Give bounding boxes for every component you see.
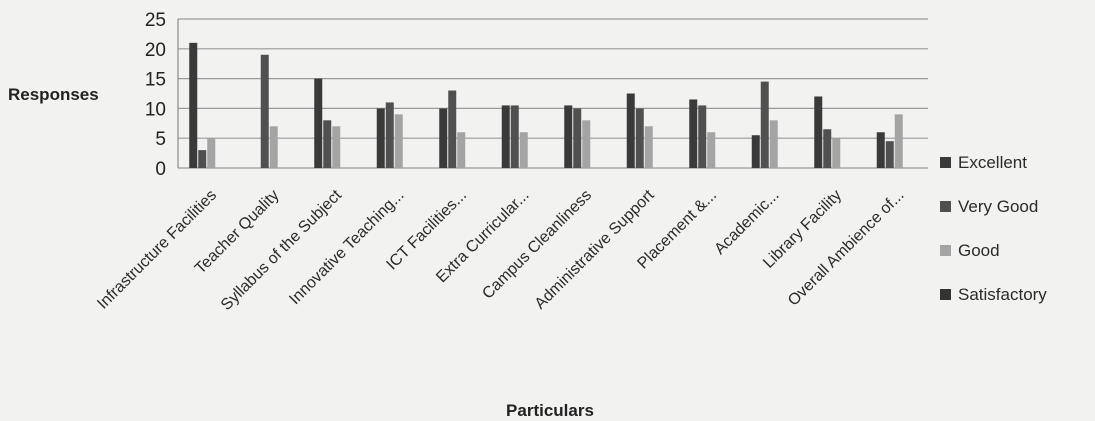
bar	[439, 108, 448, 168]
legend: Excellent Very Good Good Satisfactory	[940, 153, 1047, 304]
bar	[207, 138, 216, 168]
bar	[519, 132, 528, 168]
bar	[260, 54, 269, 169]
bar	[760, 81, 769, 168]
bar	[832, 138, 841, 168]
legend-label: Excellent	[958, 153, 1027, 172]
bar	[751, 135, 760, 168]
bar	[573, 108, 582, 168]
legend-label: Good	[958, 241, 1000, 260]
x-category-label: Campus Cleanliness	[479, 187, 595, 303]
bar	[189, 42, 198, 169]
grid-lines	[177, 18, 928, 169]
legend-swatch	[940, 245, 951, 256]
bar	[457, 132, 466, 168]
bar	[635, 108, 644, 168]
y-tick-label: 20	[145, 40, 166, 61]
bar	[626, 93, 635, 168]
bar	[448, 90, 457, 168]
legend-swatch	[940, 157, 951, 168]
bar	[198, 150, 207, 168]
bar	[876, 132, 885, 168]
bar	[501, 105, 510, 168]
bar	[376, 108, 385, 168]
x-category-label: Innovative Teaching...	[286, 187, 407, 308]
bar	[707, 132, 716, 168]
bar	[823, 129, 832, 168]
bar	[814, 96, 823, 168]
bar	[769, 120, 778, 168]
bar	[510, 105, 519, 168]
legend-swatch	[940, 201, 951, 212]
bars	[189, 42, 903, 169]
legend-swatch	[940, 289, 951, 300]
bar	[885, 141, 894, 168]
y-tick-label: 15	[145, 70, 166, 91]
bar	[698, 105, 707, 168]
bar	[385, 102, 394, 168]
y-tick-label: 0	[155, 159, 166, 180]
bar	[394, 114, 403, 168]
x-category-label: Administrative Support	[532, 186, 658, 312]
y-tick-label: 5	[155, 129, 166, 150]
y-tick-label: 25	[145, 10, 166, 31]
bar	[323, 120, 332, 168]
y-axis-ticks: 0 5 10 15 20 25	[145, 10, 166, 180]
legend-label: Satisfactory	[958, 285, 1047, 304]
x-category-label: Syllabus of the Subject	[218, 186, 346, 314]
bar	[894, 114, 903, 168]
x-category-label: Overall Ambience of...	[785, 187, 908, 310]
y-axis-label: Responses	[8, 85, 99, 104]
y-tick-label: 10	[145, 99, 166, 120]
x-category-label: Infrastructure Facilities	[94, 187, 220, 313]
bar	[644, 126, 653, 168]
x-axis-label: Particulars	[506, 401, 594, 420]
bar	[564, 105, 573, 168]
bar	[269, 126, 278, 168]
bar	[332, 126, 341, 168]
bar	[582, 120, 591, 168]
bar	[689, 99, 698, 168]
bar	[314, 78, 323, 168]
legend-label: Very Good	[958, 197, 1038, 216]
